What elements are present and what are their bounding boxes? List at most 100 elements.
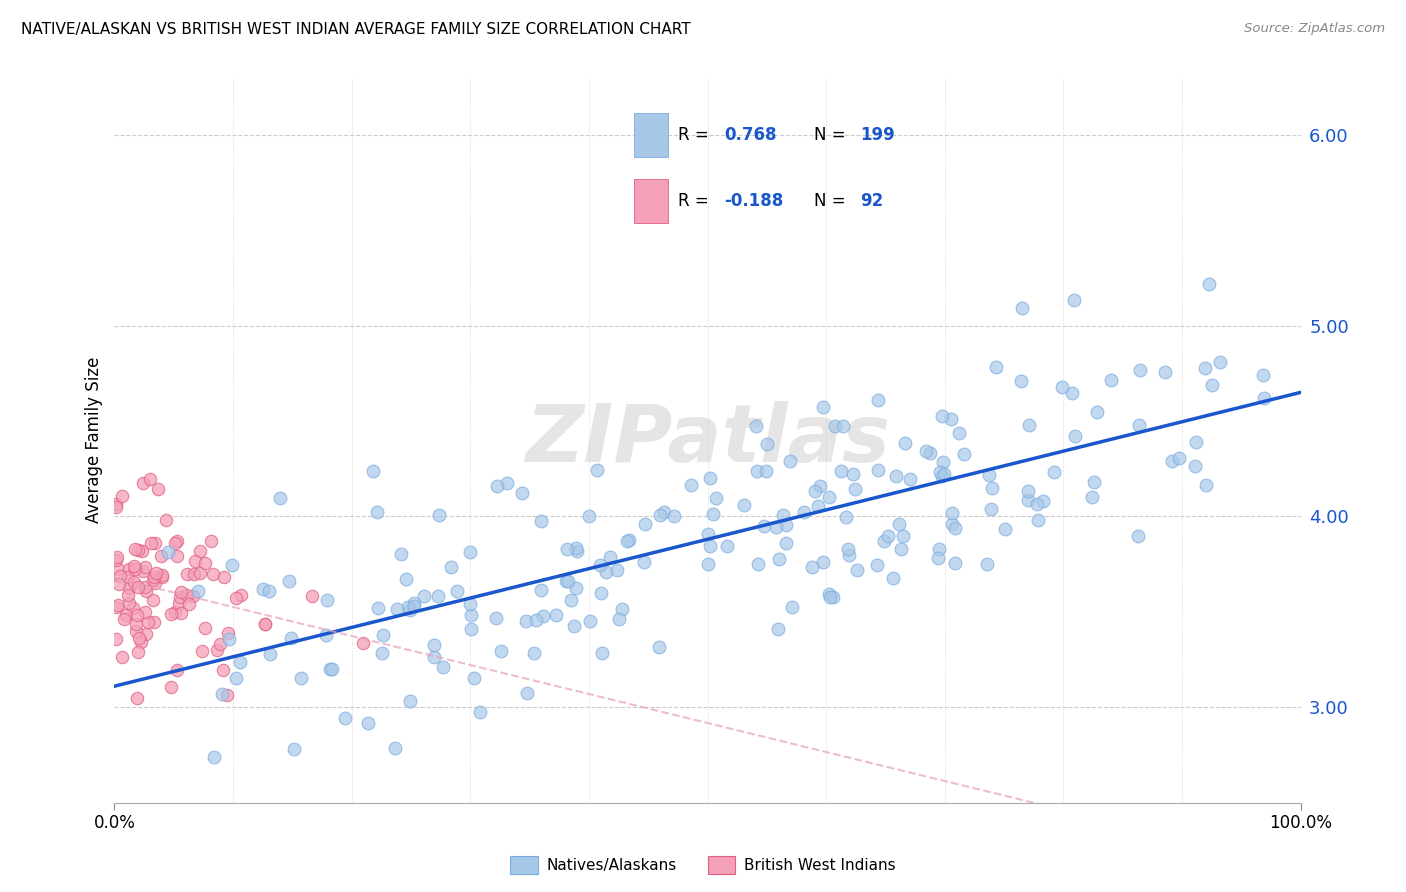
Point bbox=[124, 541, 146, 556]
Point bbox=[259, 647, 281, 661]
Point bbox=[134, 605, 156, 619]
Point bbox=[460, 623, 482, 637]
Point bbox=[876, 529, 898, 543]
Point bbox=[696, 526, 718, 541]
Point bbox=[565, 541, 588, 555]
Point bbox=[108, 576, 131, 591]
Point bbox=[229, 588, 252, 602]
Point bbox=[485, 479, 508, 493]
Point bbox=[882, 571, 904, 585]
Point bbox=[170, 607, 193, 621]
Point bbox=[765, 519, 787, 533]
Point bbox=[211, 687, 233, 701]
Point bbox=[423, 638, 446, 652]
Point bbox=[634, 517, 657, 532]
Point bbox=[1195, 477, 1218, 491]
Point bbox=[104, 500, 127, 514]
Point bbox=[252, 582, 274, 597]
Point bbox=[1050, 380, 1073, 394]
Point bbox=[117, 588, 139, 602]
Point bbox=[1209, 355, 1232, 369]
Point bbox=[394, 572, 416, 586]
Point bbox=[122, 574, 145, 589]
Point bbox=[835, 510, 858, 524]
Point bbox=[595, 565, 617, 579]
Point bbox=[1063, 293, 1085, 308]
Point bbox=[943, 557, 966, 571]
Point bbox=[633, 556, 655, 570]
Point bbox=[396, 599, 419, 614]
Point bbox=[156, 545, 179, 559]
Point bbox=[225, 591, 247, 605]
Point bbox=[943, 521, 966, 535]
Point bbox=[1128, 418, 1150, 433]
Point bbox=[980, 502, 1002, 516]
Point bbox=[745, 464, 768, 478]
Point bbox=[427, 590, 450, 604]
Point bbox=[1194, 361, 1216, 376]
Point bbox=[440, 559, 463, 574]
Point bbox=[530, 514, 553, 528]
Point bbox=[564, 581, 586, 595]
Point bbox=[846, 563, 869, 577]
Point bbox=[931, 468, 953, 483]
Point bbox=[207, 642, 229, 657]
Point bbox=[143, 615, 166, 629]
Point bbox=[775, 517, 797, 532]
Point bbox=[1153, 365, 1175, 379]
Point bbox=[301, 589, 323, 603]
Point bbox=[891, 529, 914, 543]
Point bbox=[702, 507, 724, 521]
Point bbox=[811, 401, 834, 415]
Point bbox=[150, 549, 173, 563]
Point bbox=[165, 536, 187, 550]
Point bbox=[485, 611, 508, 625]
Point bbox=[176, 588, 198, 602]
Point bbox=[768, 552, 790, 566]
Point bbox=[1129, 363, 1152, 377]
Point bbox=[599, 550, 621, 565]
Point bbox=[134, 580, 156, 594]
Point bbox=[143, 570, 166, 584]
Point bbox=[1026, 513, 1049, 527]
Point bbox=[516, 686, 538, 700]
Point bbox=[664, 508, 686, 523]
Point bbox=[118, 581, 141, 595]
Point bbox=[129, 634, 152, 648]
Point bbox=[1060, 385, 1083, 400]
Point bbox=[155, 513, 177, 527]
Point bbox=[1081, 490, 1104, 504]
Point bbox=[586, 463, 609, 477]
Point bbox=[105, 549, 128, 564]
Point bbox=[361, 465, 384, 479]
Point bbox=[179, 598, 201, 612]
Point bbox=[333, 711, 356, 725]
Point bbox=[884, 469, 907, 483]
Point bbox=[229, 655, 252, 669]
Point bbox=[127, 543, 149, 558]
Point bbox=[515, 614, 537, 628]
Point bbox=[166, 549, 188, 564]
Text: Source: ZipAtlas.com: Source: ZipAtlas.com bbox=[1244, 22, 1385, 36]
Point bbox=[278, 574, 301, 588]
Point bbox=[315, 592, 337, 607]
Point bbox=[977, 468, 1000, 483]
Point bbox=[1128, 529, 1150, 543]
Point bbox=[844, 483, 866, 497]
Point bbox=[560, 593, 582, 607]
Point bbox=[652, 505, 675, 519]
Point bbox=[160, 607, 183, 621]
Point bbox=[555, 541, 578, 556]
Point bbox=[591, 646, 613, 660]
Point bbox=[931, 409, 953, 423]
Point bbox=[780, 599, 803, 614]
Point bbox=[1042, 465, 1064, 479]
Point bbox=[1184, 459, 1206, 474]
Point bbox=[118, 596, 141, 610]
Point bbox=[898, 472, 921, 486]
Point bbox=[704, 491, 727, 505]
Point bbox=[530, 582, 553, 597]
Point bbox=[927, 551, 949, 566]
Point bbox=[804, 483, 827, 498]
Point bbox=[984, 360, 1007, 375]
